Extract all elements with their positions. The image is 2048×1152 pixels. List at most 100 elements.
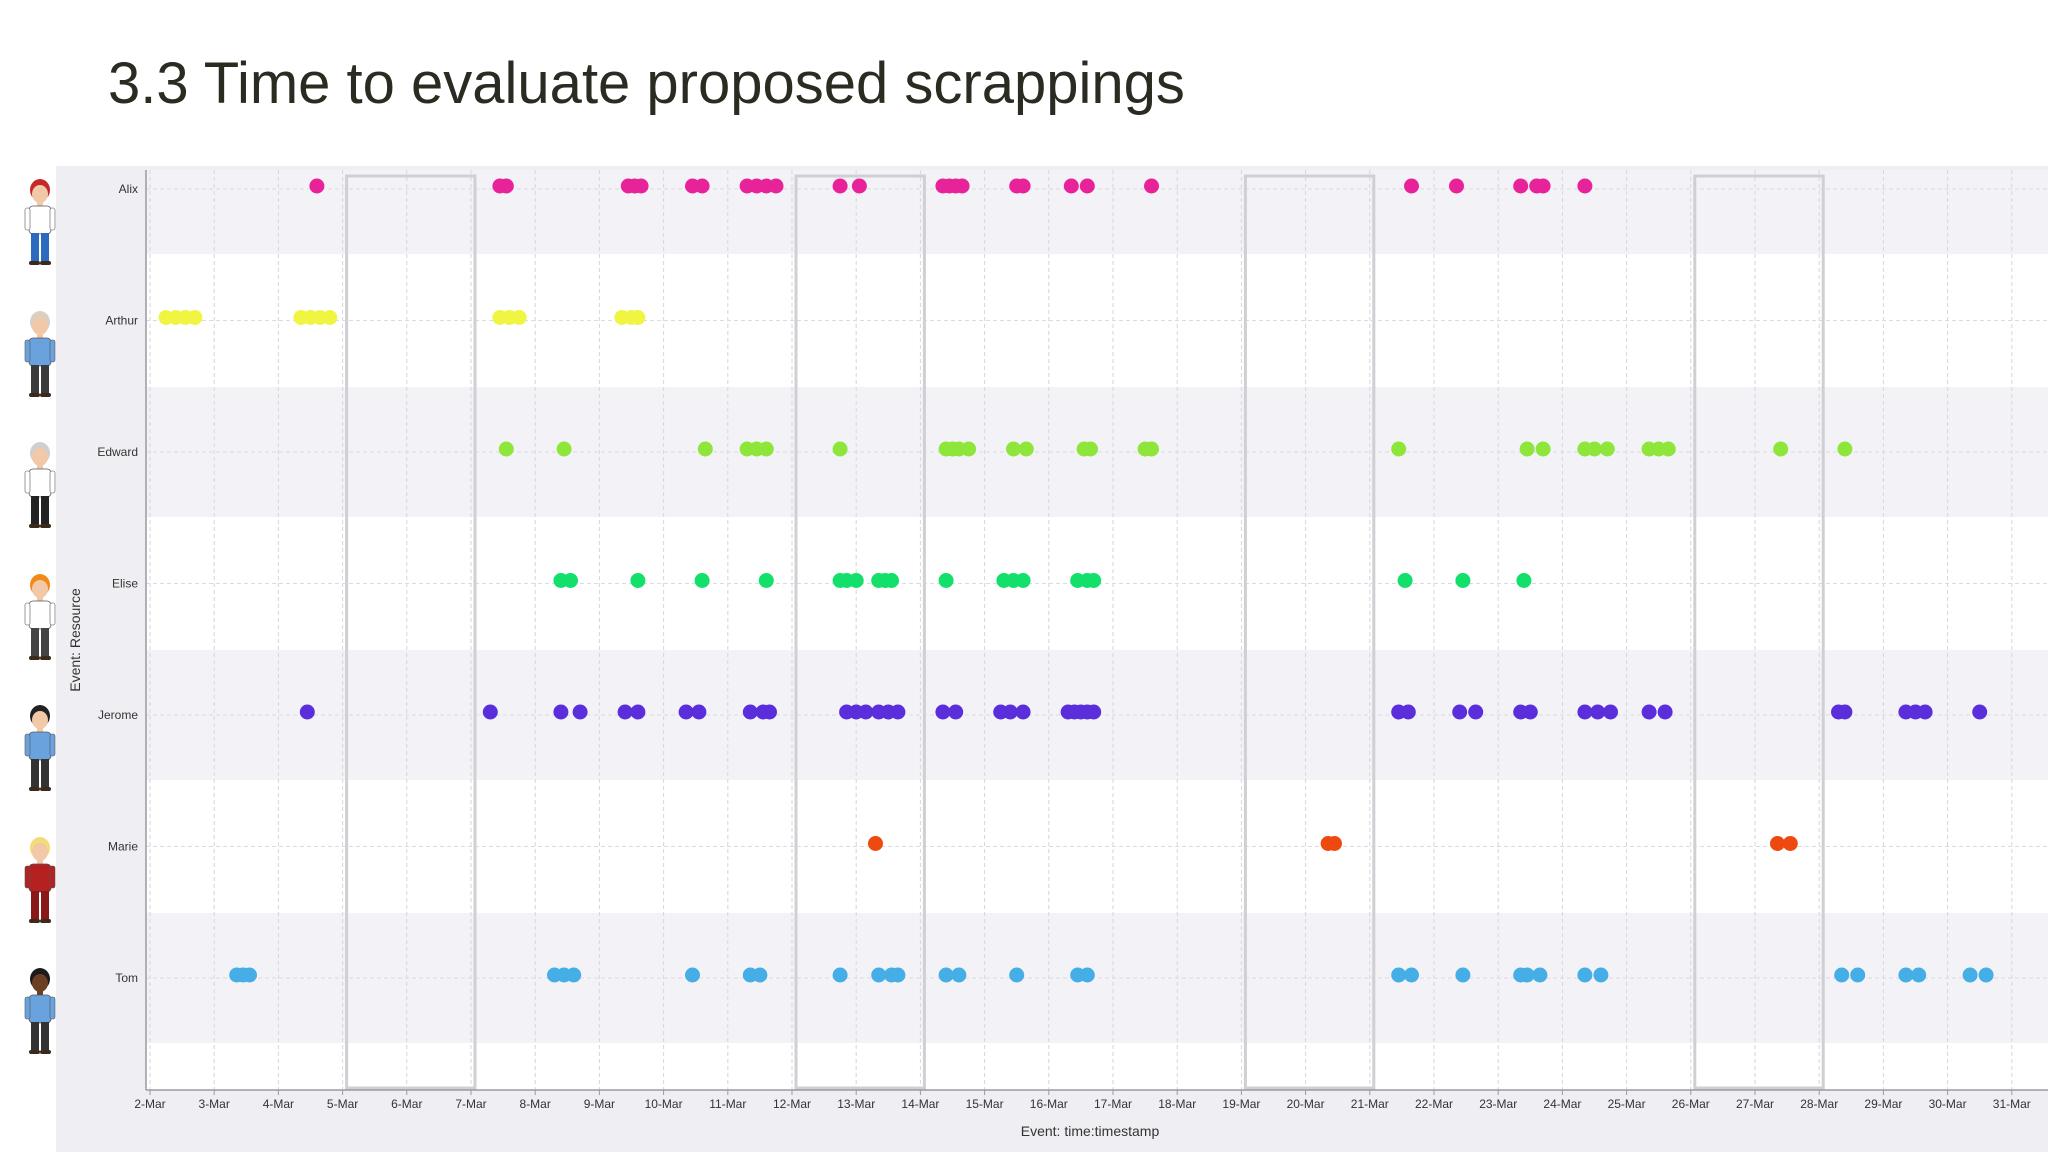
data-point-arthur [511, 310, 527, 325]
data-point-edward [1391, 441, 1407, 457]
data-point-elise [1086, 573, 1102, 588]
data-point-tom [242, 967, 257, 983]
data-point-elise [1015, 573, 1031, 588]
x-tick-label: 5-Mar [327, 1097, 358, 1111]
data-point-edward [1837, 441, 1853, 457]
highlight-range-box [1243, 174, 1376, 1090]
data-point-marie [1770, 836, 1785, 851]
y-category-label: Alix [119, 182, 138, 196]
data-point-jerome [572, 704, 588, 720]
data-point-tom [1009, 967, 1025, 983]
data-point-tom [890, 967, 906, 983]
data-point-jerome [553, 704, 569, 720]
person-icon [24, 968, 56, 1054]
data-point-jerome [630, 704, 646, 720]
x-tick-label: 15-Mar [966, 1097, 1004, 1111]
data-point-elise [563, 573, 578, 588]
data-point-elise [1516, 573, 1532, 588]
data-point-elise [938, 573, 954, 588]
avatar [18, 966, 62, 1063]
data-point-jerome [1002, 704, 1018, 720]
person-icon [24, 179, 56, 265]
avatar [18, 835, 62, 932]
y-category-label: Jerome [98, 708, 138, 722]
data-point-jerome [1917, 704, 1933, 720]
avatar [18, 440, 62, 537]
x-tick-label: 12-Mar [773, 1097, 811, 1111]
data-point-edward [1144, 441, 1159, 457]
data-point-tom [752, 967, 768, 983]
data-point-tom [1532, 967, 1548, 983]
data-point-edward [832, 441, 848, 457]
data-point-jerome [1603, 704, 1618, 720]
x-tick-label: 6-Mar [391, 1097, 422, 1111]
x-tick-label: 28-Mar [1800, 1097, 1838, 1111]
x-tick-label: 3-Mar [199, 1097, 230, 1111]
scatter-chart: 2-Mar 3-Mar 4-Mar 5-Mar 6-Mar 7-Mar 8-Mar 9-Mar… [67, 170, 2048, 1139]
data-point-edward [758, 441, 774, 457]
data-point-elise [758, 573, 774, 588]
data-point-alix [633, 178, 649, 194]
data-point-edward [1519, 441, 1535, 457]
x-tick-label: 22-Mar [1415, 1097, 1453, 1111]
data-point-jerome [1577, 704, 1593, 720]
data-point-elise [884, 573, 899, 588]
data-point-alix [1079, 178, 1095, 194]
data-point-edward [556, 441, 572, 457]
chart-panel: 2-Mar 3-Mar 4-Mar 5-Mar 6-Mar 7-Mar 8-Mar 9-Mar… [56, 166, 2048, 1152]
x-tick-label: 26-Mar [1672, 1097, 1710, 1111]
x-tick-label: 27-Mar [1736, 1097, 1774, 1111]
data-point-alix [1144, 178, 1159, 194]
data-point-tom [1911, 967, 1927, 983]
x-tick-label: 16-Mar [1030, 1097, 1068, 1111]
data-point-jerome [742, 704, 758, 720]
data-point-tom [1577, 967, 1593, 983]
data-point-jerome [1086, 704, 1102, 720]
data-point-tom [1593, 967, 1609, 983]
y-category-label: Edward [97, 445, 138, 459]
data-point-edward [961, 441, 977, 457]
data-point-edward [1006, 441, 1021, 457]
data-point-tom [832, 967, 848, 983]
data-point-jerome [1452, 704, 1468, 720]
x-tick-label: 4-Mar [263, 1097, 294, 1111]
highlight-range-box [1693, 174, 1825, 1090]
data-point-alix [694, 178, 710, 194]
y-category-label: Marie [108, 840, 138, 854]
x-tick-label: 14-Mar [901, 1097, 939, 1111]
person-icon [24, 836, 56, 923]
data-point-tom [685, 967, 700, 983]
x-tick-label: 20-Mar [1287, 1097, 1325, 1111]
avatar [18, 572, 62, 669]
data-point-jerome [1657, 704, 1673, 720]
data-point-alix [1404, 178, 1419, 194]
x-tick-label: 31-Mar [1993, 1097, 2031, 1111]
data-point-jerome [1468, 704, 1484, 720]
data-point-tom [1978, 967, 1994, 983]
data-point-jerome [762, 704, 777, 720]
highlight-range-box [345, 174, 477, 1090]
data-point-jerome [678, 704, 694, 720]
data-point-alix [954, 178, 970, 194]
data-point-jerome [948, 704, 964, 720]
x-tick-label: 19-Mar [1222, 1097, 1260, 1111]
data-point-arthur [630, 310, 646, 325]
data-point-alix [851, 178, 867, 194]
data-point-edward [1083, 441, 1098, 457]
data-point-edward [1587, 441, 1602, 457]
y-category-label: Arthur [105, 314, 138, 328]
data-point-jerome [1400, 704, 1416, 720]
person-icon [24, 442, 56, 528]
data-point-alix [309, 178, 325, 194]
data-point-tom [1850, 967, 1866, 983]
data-point-alix [1063, 178, 1079, 194]
data-point-tom [1898, 967, 1914, 983]
row-band [146, 913, 2048, 1043]
x-tick-label: 30-Mar [1929, 1097, 1967, 1111]
data-point-alix [498, 178, 514, 194]
data-point-elise [1397, 573, 1413, 588]
data-point-elise [694, 573, 710, 588]
data-point-jerome [1641, 704, 1657, 720]
data-point-tom [1079, 967, 1095, 983]
data-point-alix [832, 178, 848, 194]
